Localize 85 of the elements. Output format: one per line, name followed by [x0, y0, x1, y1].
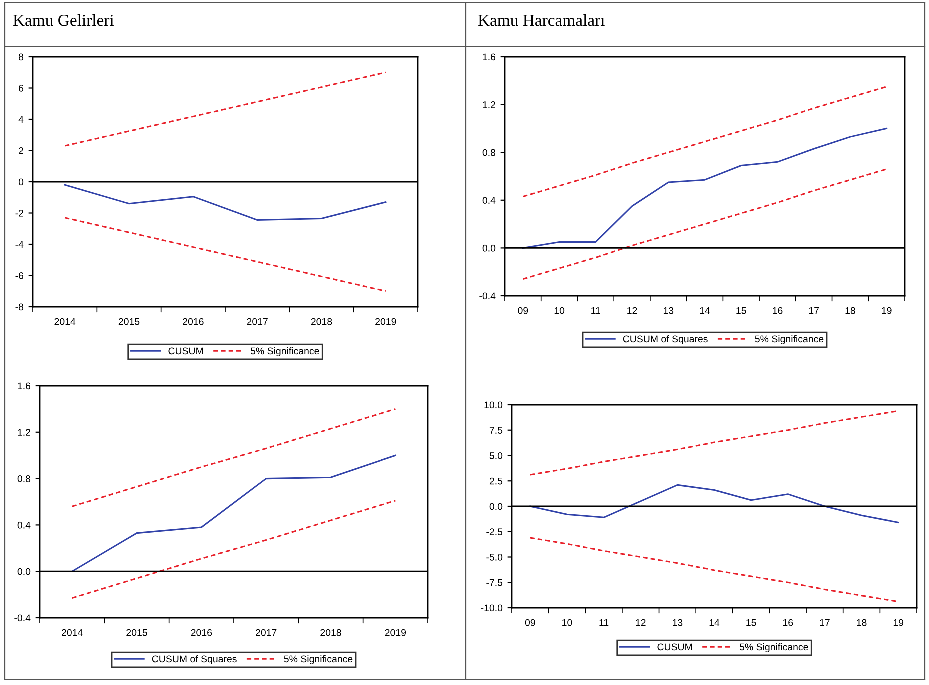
line-series — [72, 408, 396, 508]
legend-label: 5% Significance — [740, 643, 808, 653]
y-tick-label: 0.0 — [482, 244, 496, 252]
x-tick-label: 19 — [882, 307, 892, 314]
x-tick-label: 16 — [773, 307, 783, 314]
x-tick-label: 17 — [809, 307, 820, 314]
x-tick-label: 19 — [894, 619, 904, 626]
y-tick-label: -10.0 — [481, 604, 503, 612]
legend-label: CUSUM — [658, 644, 692, 651]
x-tick-label: 2017 — [256, 629, 277, 636]
line-series — [72, 454, 396, 572]
x-tick-label: 2015 — [126, 629, 148, 636]
x-tick-label: 14 — [710, 619, 720, 626]
legend-label: 5% Significance — [284, 655, 353, 665]
x-tick-label: 2019 — [376, 318, 396, 326]
line-series — [522, 86, 888, 198]
x-tick-label: 2018 — [311, 318, 332, 326]
y-tick-label: 0.8 — [18, 476, 31, 482]
x-tick-label: 09 — [518, 307, 528, 314]
line-series — [522, 128, 888, 249]
x-tick-label: 18 — [857, 619, 867, 626]
y-tick-label: 1.2 — [483, 102, 496, 108]
x-tick-label: 10 — [554, 307, 565, 314]
legend-label: 5% Significance — [755, 335, 824, 345]
y-tick-label: 4 — [18, 116, 24, 124]
line-series — [72, 500, 396, 600]
y-tick-label: -7.5 — [486, 579, 503, 586]
y-tick-label: -4 — [16, 241, 24, 248]
x-tick-label: 14 — [700, 307, 710, 314]
line-series — [64, 72, 387, 147]
y-tick-label: -8 — [16, 304, 24, 311]
y-tick-label: 8 — [18, 54, 24, 61]
line-series — [530, 484, 900, 524]
x-tick-label: 09 — [525, 619, 536, 626]
x-tick-label: 15 — [746, 619, 756, 626]
x-tick-label: 2015 — [118, 318, 140, 326]
line-series — [64, 184, 387, 222]
legend-label: 5% Significance — [250, 347, 320, 357]
x-tick-label: 12 — [628, 307, 638, 314]
legend-label: CUSUM of Squares — [152, 655, 237, 665]
legend-label: CUSUM — [168, 348, 204, 355]
x-tick-label: 10 — [562, 619, 572, 626]
x-tick-label: 18 — [846, 307, 856, 314]
x-tick-label: 17 — [820, 619, 830, 626]
y-tick-label: -2.5 — [486, 528, 503, 536]
y-tick-label: 0.0 — [490, 503, 503, 510]
y-tick-label: -6 — [16, 272, 24, 280]
y-tick-label: 5.0 — [490, 452, 503, 460]
y-tick-label: 1.2 — [18, 429, 30, 436]
x-tick-label: 2014 — [62, 629, 83, 636]
y-tick-label: 2 — [19, 147, 24, 154]
y-tick-label: 0.8 — [482, 149, 496, 156]
chart-title: Kamu Gelirleri — [13, 14, 114, 26]
line-series — [530, 537, 900, 603]
x-tick-label: 11 — [592, 307, 600, 314]
y-tick-label: -2 — [16, 210, 24, 217]
y-tick-label: 0.4 — [482, 197, 496, 204]
y-tick-label: 1.6 — [18, 382, 31, 390]
x-tick-label: 2017 — [247, 318, 268, 326]
y-tick-label: -0.4 — [480, 292, 496, 300]
x-tick-label: 2019 — [385, 629, 406, 636]
x-tick-label: 13 — [664, 307, 674, 314]
chart-title: Kamu Harcamaları — [478, 14, 605, 26]
y-tick-label: 1.6 — [483, 54, 496, 61]
y-tick-label: -0.4 — [14, 614, 31, 622]
y-tick-label: 10.0 — [484, 402, 503, 409]
x-tick-label: 11 — [600, 619, 609, 626]
y-tick-label: 6 — [19, 84, 24, 92]
x-tick-label: 2016 — [183, 318, 204, 326]
legend-label: CUSUM of Squares — [623, 335, 708, 345]
x-tick-label: 13 — [673, 619, 683, 626]
y-tick-label: 2.5 — [490, 478, 503, 485]
y-tick-label: 0 — [18, 178, 24, 186]
line-series — [64, 217, 387, 292]
x-tick-label: 15 — [736, 307, 746, 314]
y-tick-label: 0.0 — [18, 568, 31, 576]
x-tick-label: 2014 — [54, 318, 76, 326]
y-tick-label: -5.0 — [486, 554, 503, 561]
x-tick-label: 16 — [783, 619, 794, 626]
x-tick-label: 12 — [636, 619, 646, 626]
line-series — [522, 168, 888, 280]
x-tick-label: 2018 — [320, 629, 342, 636]
x-tick-label: 2016 — [191, 629, 212, 636]
y-tick-label: 0.4 — [18, 522, 31, 529]
y-tick-label: 7.5 — [490, 427, 503, 434]
